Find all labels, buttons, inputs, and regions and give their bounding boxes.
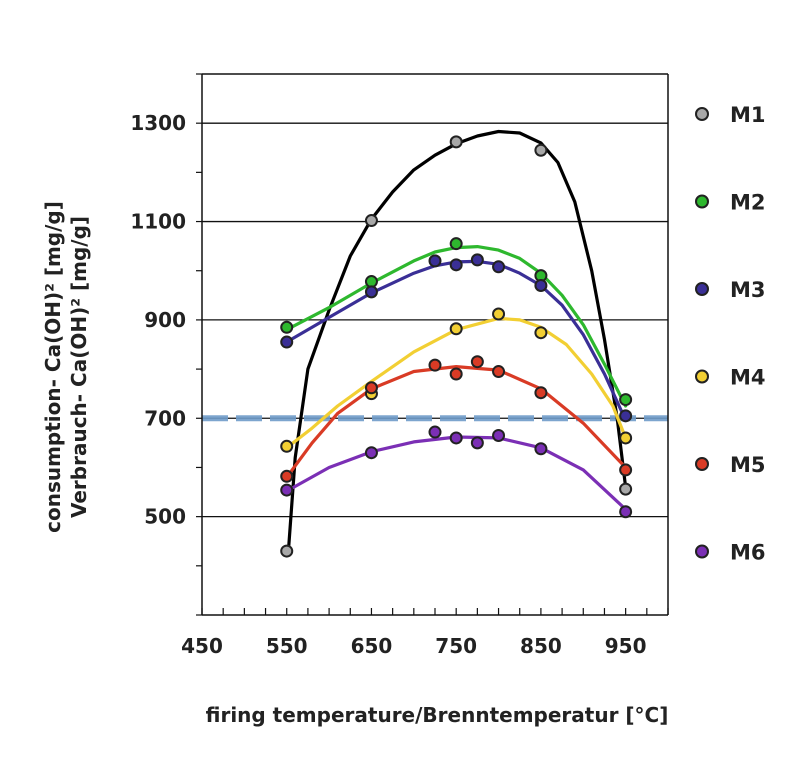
point-M4: [534, 326, 548, 340]
y-axis-title-line-1: consumption- Ca(OH)² [mg/g]: [41, 201, 65, 533]
point-M1: [280, 544, 294, 558]
x-tick-label: 850: [520, 634, 562, 658]
point-M2: [280, 320, 294, 334]
point-M2: [619, 393, 633, 407]
point-M1: [449, 135, 463, 149]
legend-label-M1: M1: [730, 103, 766, 127]
x-tick-label: 650: [351, 634, 393, 658]
point-M5: [492, 365, 506, 379]
point-M3: [534, 278, 548, 292]
series-curves: [285, 129, 628, 553]
series-line-M4: [285, 316, 628, 450]
x-tick-label: 550: [266, 634, 308, 658]
point-M1: [619, 482, 633, 496]
point-M5: [534, 386, 548, 400]
legend-marker-M1: [695, 107, 709, 121]
series-line-M1: [286, 129, 628, 553]
point-M6: [449, 431, 463, 445]
data-points: [280, 135, 633, 558]
point-M5: [449, 367, 463, 381]
x-tick-label: 950: [605, 634, 647, 658]
series-line-M2: [285, 245, 628, 408]
point-M5: [364, 381, 378, 395]
grid-lines: [202, 122, 668, 518]
point-M5: [619, 463, 633, 477]
point-M6: [534, 442, 548, 456]
legend: M1 M2 M3 M4 M5 M6: [695, 103, 766, 565]
point-M3: [492, 260, 506, 274]
legend-marker-M4: [695, 369, 709, 384]
x-tick-label: 750: [435, 634, 477, 658]
axes: [196, 73, 669, 616]
point-M3: [449, 258, 463, 272]
legend-marker-M5: [695, 457, 709, 471]
point-M3: [470, 253, 484, 267]
point-M1: [534, 143, 548, 157]
point-M3: [280, 335, 294, 349]
point-M6: [492, 428, 506, 442]
legend-label-M2: M2: [730, 191, 766, 215]
point-M5: [280, 469, 294, 483]
point-M6: [280, 483, 294, 497]
legend-label-M5: M5: [730, 453, 766, 477]
point-M3: [428, 254, 442, 268]
point-M5: [470, 355, 484, 369]
point-M6: [619, 505, 633, 519]
point-M4: [619, 431, 633, 445]
series-line-M5: [285, 365, 628, 479]
y-tick-label: 700: [144, 406, 186, 430]
legend-label-M4: M4: [730, 366, 766, 390]
point-M6: [364, 446, 378, 460]
x-axis-title: firing temperature/Brenntemperatur [°C]: [206, 703, 669, 727]
point-M2: [449, 237, 463, 251]
series-line-M6: [285, 435, 628, 511]
series-line-M3: [285, 259, 623, 413]
point-M6: [470, 436, 484, 450]
point-M4: [280, 439, 294, 453]
tick-labels: 450 550 650 750 850 950 500 700 900 1100 1300: [130, 111, 646, 658]
point-M4: [492, 307, 506, 321]
point-M4: [449, 322, 463, 336]
y-tick-label: 500: [144, 505, 186, 529]
y-tick-label: 1100: [130, 210, 186, 234]
point-M1: [364, 214, 378, 228]
legend-label-M6: M6: [730, 541, 766, 565]
legend-marker-M6: [695, 544, 709, 559]
y-axis-title-line-2: Verbrauch- Ca(OH)² [mg/g]: [67, 216, 91, 518]
x-tick-label: 450: [181, 634, 223, 658]
legend-marker-M2: [695, 194, 709, 209]
legend-marker-M3: [695, 282, 709, 296]
point-M5: [428, 358, 442, 372]
legend-label-M3: M3: [730, 278, 766, 302]
y-tick-label: 1300: [130, 111, 186, 135]
point-M3: [364, 285, 378, 299]
y-tick-label: 900: [144, 308, 186, 332]
point-M6: [428, 425, 442, 439]
point-M3: [619, 409, 633, 423]
